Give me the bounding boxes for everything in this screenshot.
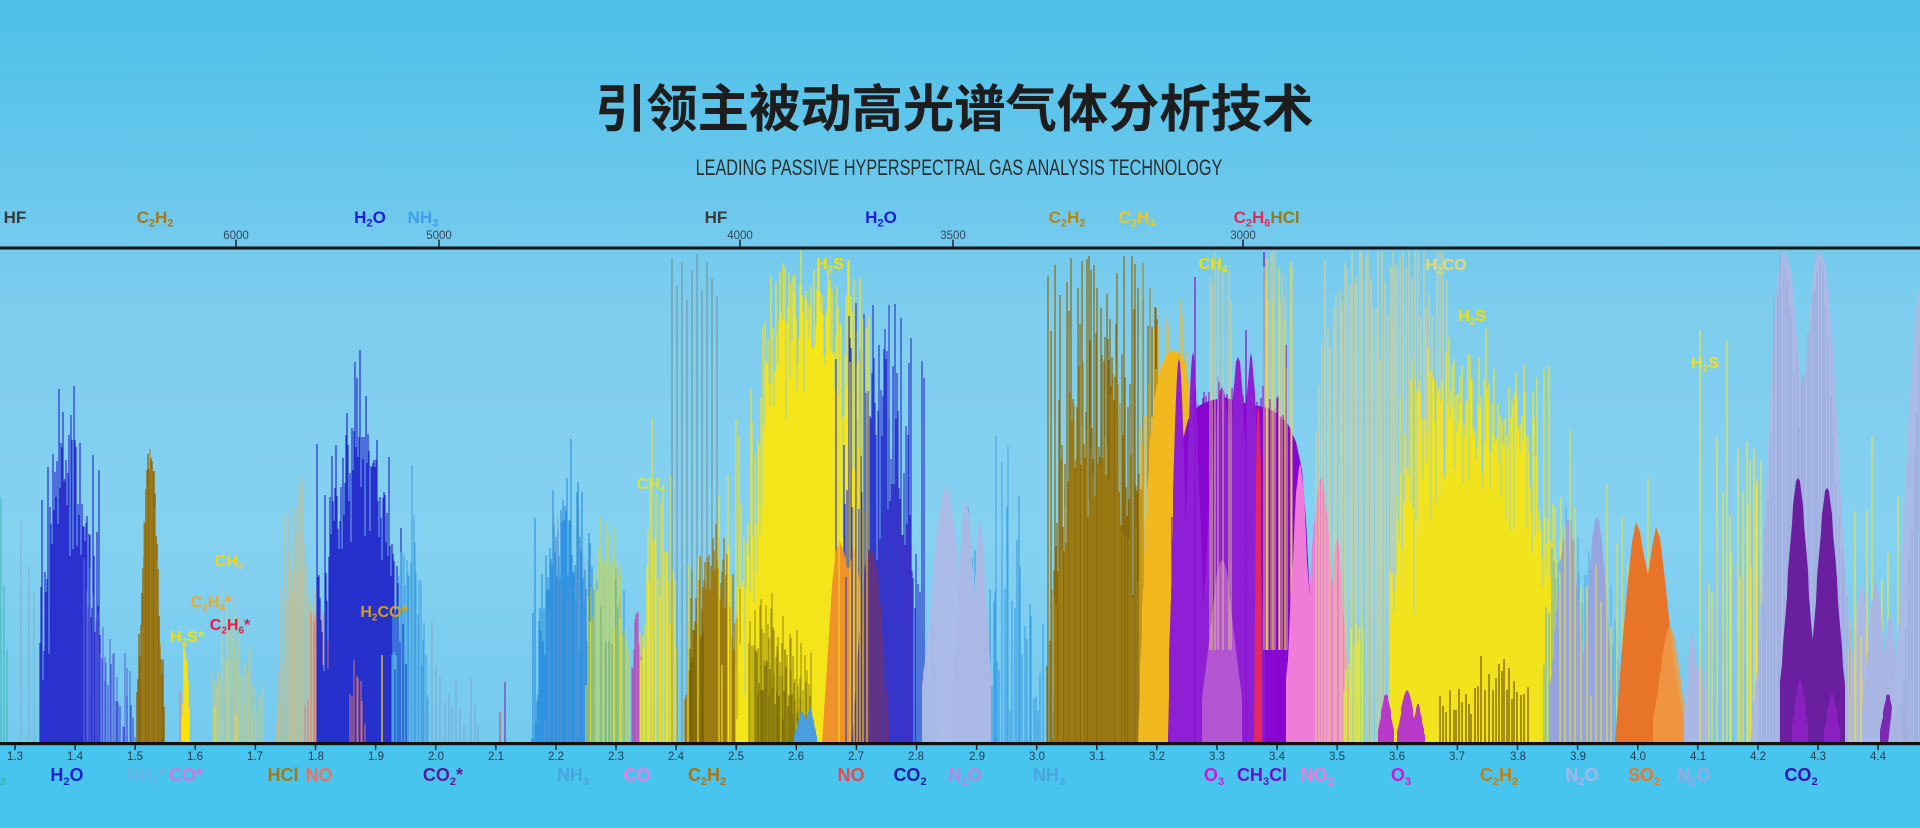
svg-text:H2​CO*: H2​CO* bbox=[360, 604, 408, 624]
svg-text:HF: HF bbox=[4, 208, 27, 227]
svg-text:NO: NO bbox=[306, 765, 333, 785]
svg-text:H2​S: H2​S bbox=[1458, 308, 1486, 328]
svg-text:H2​O: H2​O bbox=[50, 765, 83, 788]
svg-text:3.5: 3.5 bbox=[1329, 751, 1345, 763]
svg-text:2.3: 2.3 bbox=[608, 751, 624, 763]
svg-text:N2​O: N2​O bbox=[1677, 765, 1710, 788]
svg-text:H2​S*: H2​S* bbox=[170, 629, 205, 649]
svg-text:C2​H2​: C2​H2​ bbox=[137, 208, 174, 230]
svg-text:2.9: 2.9 bbox=[969, 751, 985, 763]
svg-text:3.9: 3.9 bbox=[1570, 751, 1586, 763]
svg-text:2.4: 2.4 bbox=[668, 751, 685, 763]
svg-text:3.7: 3.7 bbox=[1449, 751, 1465, 763]
svg-text:1.4: 1.4 bbox=[67, 751, 84, 763]
svg-text:2.6: 2.6 bbox=[788, 751, 804, 763]
svg-text:C2​H6​*: C2​H6​* bbox=[210, 617, 251, 637]
svg-text:NO: NO bbox=[838, 765, 865, 785]
svg-text:LEADING PASSIVE HYPERSPECTRAL: LEADING PASSIVE HYPERSPECTRAL GAS ANALYS… bbox=[696, 155, 1223, 180]
svg-text:N2​O: N2​O bbox=[948, 765, 981, 788]
svg-text:HCl: HCl bbox=[1270, 208, 1299, 227]
svg-text:1.8: 1.8 bbox=[308, 751, 324, 763]
svg-text:6000: 6000 bbox=[223, 230, 249, 242]
svg-text:N2​O: N2​O bbox=[1565, 765, 1598, 788]
svg-text:3000: 3000 bbox=[1230, 230, 1256, 242]
svg-text:H2​O: H2​O bbox=[865, 208, 897, 230]
svg-text:C2​H4​*: C2​H4​* bbox=[191, 594, 232, 614]
svg-text:NH3​: NH3​ bbox=[408, 208, 439, 230]
svg-text:2.5: 2.5 bbox=[728, 751, 744, 763]
svg-text:4.4: 4.4 bbox=[1870, 751, 1887, 763]
svg-text:4.3: 4.3 bbox=[1810, 751, 1826, 763]
svg-text:1.9: 1.9 bbox=[368, 751, 384, 763]
svg-text:3500: 3500 bbox=[940, 230, 966, 242]
svg-text:4.1: 4.1 bbox=[1690, 751, 1706, 763]
svg-text:NH3​*: NH3​* bbox=[126, 765, 165, 788]
svg-text:HCl: HCl bbox=[268, 765, 299, 785]
svg-text:O2​: O2​ bbox=[0, 765, 6, 788]
svg-text:4.2: 4.2 bbox=[1750, 751, 1766, 763]
svg-text:C2​H4​: C2​H4​ bbox=[1119, 208, 1157, 230]
svg-text:1.5: 1.5 bbox=[127, 751, 143, 763]
svg-text:CO*: CO* bbox=[169, 765, 203, 785]
svg-text:3.3: 3.3 bbox=[1209, 751, 1225, 763]
svg-text:3.8: 3.8 bbox=[1510, 751, 1526, 763]
svg-text:H2​O: H2​O bbox=[354, 208, 386, 230]
svg-text:C2​H2​: C2​H2​ bbox=[1049, 208, 1086, 230]
svg-text:O3​: O3​ bbox=[1204, 765, 1224, 788]
svg-text:CO2​*: CO2​* bbox=[423, 765, 463, 788]
svg-text:1.6: 1.6 bbox=[187, 751, 203, 763]
svg-text:O3​: O3​ bbox=[1391, 765, 1411, 788]
svg-text:NO2​: NO2​ bbox=[1300, 765, 1333, 788]
svg-text:CO: CO bbox=[624, 765, 651, 785]
svg-text:H2​S: H2​S bbox=[816, 256, 844, 276]
svg-text:4000: 4000 bbox=[727, 230, 753, 242]
svg-text:3.6: 3.6 bbox=[1389, 751, 1405, 763]
svg-text:5000: 5000 bbox=[426, 230, 452, 242]
svg-text:CH4​: CH4​ bbox=[637, 476, 666, 496]
svg-text:1.7: 1.7 bbox=[247, 751, 263, 763]
svg-text:C2​H2​: C2​H2​ bbox=[688, 765, 726, 788]
svg-text:C2​H6​: C2​H6​ bbox=[1234, 208, 1271, 230]
svg-text:3.0: 3.0 bbox=[1029, 751, 1045, 763]
svg-text:CO2​: CO2​ bbox=[893, 765, 926, 788]
svg-text:C2​H2​: C2​H2​ bbox=[1480, 765, 1518, 788]
svg-text:H2​S: H2​S bbox=[1691, 355, 1719, 375]
svg-text:2.8: 2.8 bbox=[908, 751, 924, 763]
svg-text:NH3​: NH3​ bbox=[557, 765, 589, 788]
svg-text:2.7: 2.7 bbox=[848, 751, 864, 763]
svg-text:CH4​: CH4​ bbox=[215, 553, 244, 573]
svg-text:SO2​: SO2​ bbox=[1628, 765, 1660, 788]
svg-text:CH4​: CH4​ bbox=[1199, 256, 1228, 276]
svg-text:CH3​Cl: CH3​Cl bbox=[1237, 765, 1287, 788]
svg-text:3.2: 3.2 bbox=[1149, 751, 1165, 763]
svg-text:2.0: 2.0 bbox=[428, 751, 444, 763]
svg-text:HF: HF bbox=[705, 208, 728, 227]
svg-text:H2​CO: H2​CO bbox=[1425, 257, 1466, 277]
svg-text:2.2: 2.2 bbox=[548, 751, 564, 763]
svg-text:4.0: 4.0 bbox=[1630, 751, 1646, 763]
svg-text:2.1: 2.1 bbox=[488, 751, 504, 763]
svg-text:3.1: 3.1 bbox=[1089, 751, 1105, 763]
svg-text:CO2​: CO2​ bbox=[1784, 765, 1817, 788]
svg-text:1.3: 1.3 bbox=[7, 751, 23, 763]
svg-text:3.4: 3.4 bbox=[1269, 751, 1286, 763]
svg-text:NH3​: NH3​ bbox=[1033, 765, 1065, 788]
